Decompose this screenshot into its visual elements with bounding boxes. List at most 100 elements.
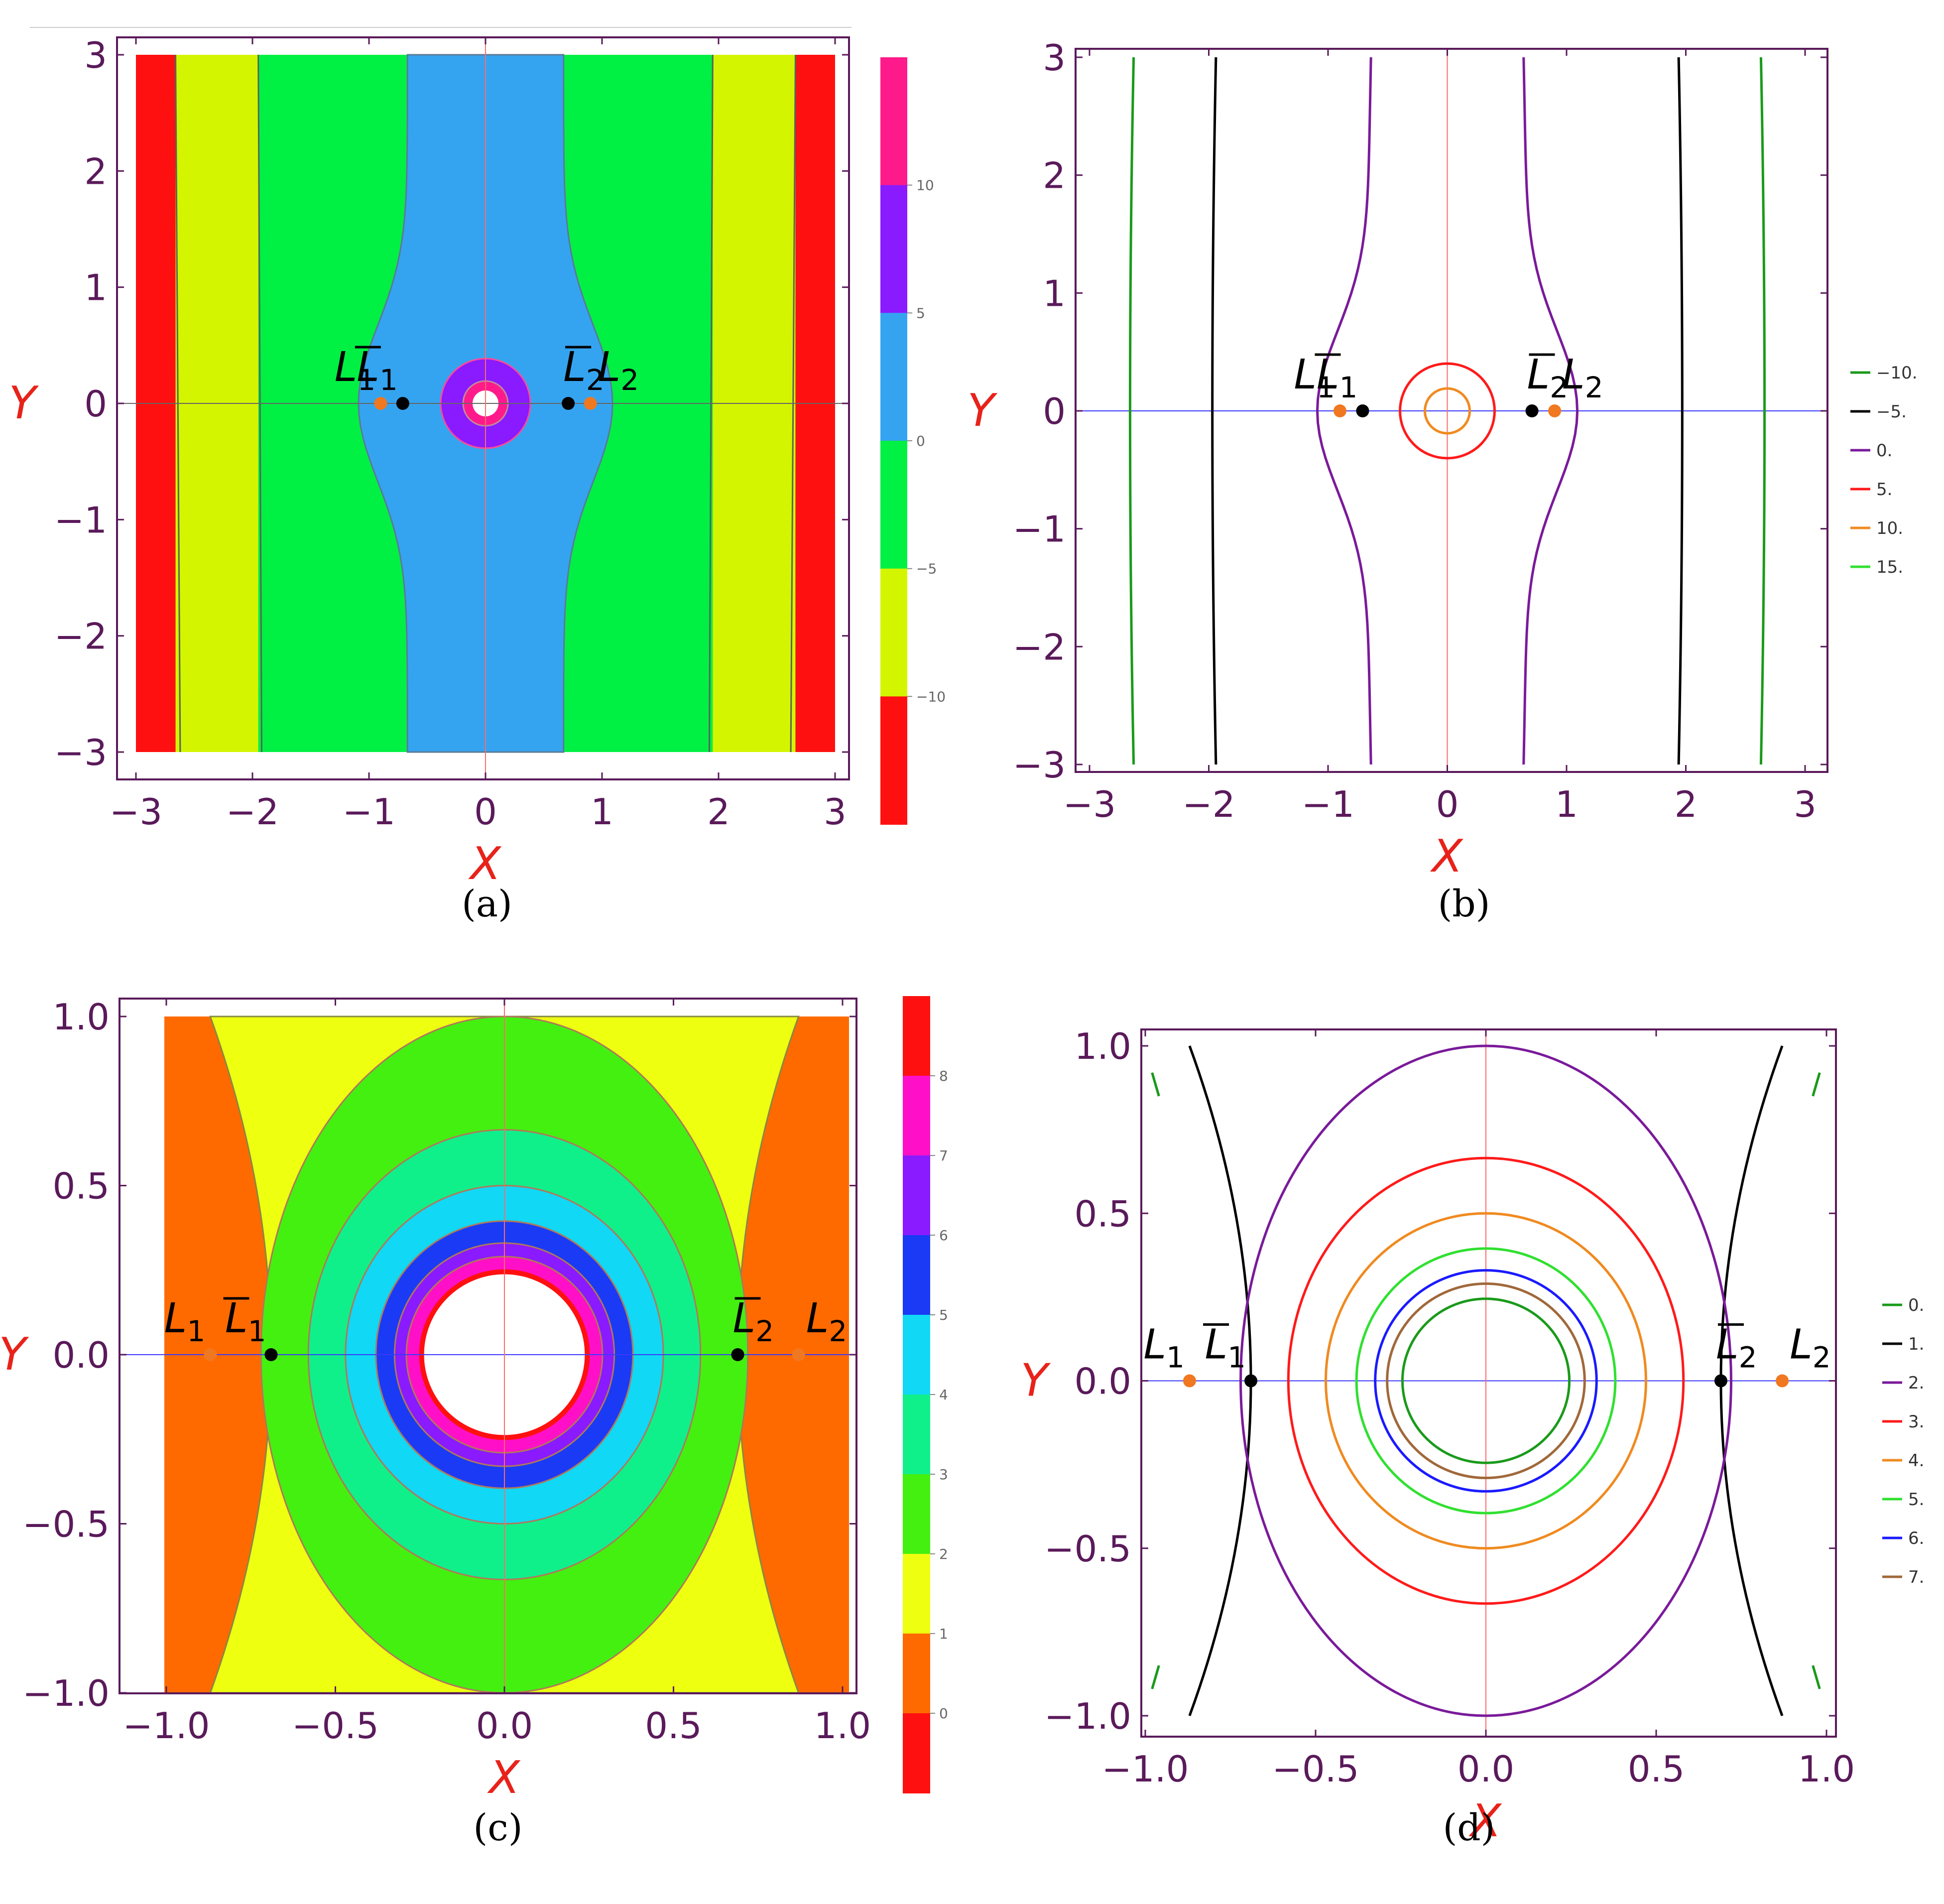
x-tick-label: −1.0 [123,1705,210,1747]
colorbar-segment [880,313,907,441]
colorbar-tick-label: 3 [939,1466,948,1483]
lagrange-letter: L [563,344,586,391]
lagrange-point [1714,1374,1727,1388]
lagrange-subscript: 1 [1166,1341,1185,1375]
colorbar-tick-label: −10 [916,688,946,705]
x-tick-label: 1 [1555,783,1578,825]
lagrange-letter: L [164,1295,187,1342]
contour-minus5 [1211,57,1217,765]
colorbar-segment [880,185,907,314]
lagrange-subscript: 1 [187,1314,205,1348]
x-tick-label: 0.5 [1628,1748,1685,1790]
colorbar-segment [880,441,907,569]
lagrange-label: L2 [1716,1321,1757,1375]
lagrange-label: L2 [598,344,639,397]
lagrange-label: L1 [225,1295,266,1348]
lagrange-label: L1 [335,344,376,397]
lagrange-subscript: 1 [1317,371,1335,404]
x-tick-label: 0.0 [1458,1748,1515,1790]
lagrange-letter: L [335,344,358,391]
plot-frame [116,36,850,780]
contour-3 [1287,1156,1685,1605]
contour-0 [1812,1072,1821,1097]
lagrange-label: L2 [733,1295,774,1348]
x-tick-label: 1.0 [814,1705,871,1747]
legend-label: 7. [1908,1567,1924,1587]
lagrange-subscript: 2 [620,363,639,397]
y-tick-label: −3 [54,732,107,773]
y-tick-label: 2 [1043,155,1066,197]
y-tick-label: 0.5 [52,1165,110,1207]
lagrange-label: L1 [1205,1321,1246,1375]
lagrange-subscript: 2 [1585,371,1603,404]
y-axis-label: Y [968,384,998,437]
colorbar-tick-label: 2 [939,1546,948,1562]
lagrange-point [264,1348,278,1361]
legend: 0. 1. 2. 3. 4. 5. 6. 7. [1882,1295,1924,1587]
legend-label: 5. [1876,480,1892,500]
lagrange-subscript: 1 [379,363,398,397]
contour-5 [1399,362,1496,460]
lagrange-point [1356,404,1369,417]
lagrange-letter: L [1790,1321,1813,1369]
legend-label: 1. [1908,1334,1924,1354]
y-tick-label: 0.0 [1074,1361,1131,1402]
colorbar-segment [880,568,907,697]
legend-label: 5. [1908,1490,1924,1510]
contour-4 [1325,1212,1647,1550]
colorbar-tick-label: −5 [916,561,937,577]
x-tick-label: 0 [474,791,497,833]
contour-0 [1812,1665,1821,1689]
lagrange-point [562,397,575,410]
colorbar-tick-label: 0 [939,1705,948,1722]
legend-label: 10. [1876,518,1903,538]
plot-area [1076,49,1827,772]
y-tick-label: 0 [1043,390,1066,432]
lagrange-label: L1 [1317,351,1358,404]
colorbar-tick-label: 10 [916,177,934,194]
legend-label: 3. [1908,1412,1924,1432]
x-tick-label: 0.0 [476,1705,533,1747]
lagrange-label: L2 [806,1295,848,1348]
x-tick-label: −1 [1302,783,1354,825]
contour-2 [1239,1044,1732,1717]
y-tick-label: 3 [84,34,107,76]
lagrange-point [731,1348,744,1361]
lagrange-subscript: 2 [586,363,605,397]
lagrange-letter: L [1294,351,1317,398]
contour-0 [1151,1072,1160,1097]
lagrange-label: L2 [1790,1321,1831,1375]
contour-minus5 [1677,57,1684,765]
y-tick-label: 0 [84,383,107,425]
lagrange-point [374,397,387,410]
legend: −10. −5. 0. 5. 10. 15. [1850,363,1918,577]
y-tick-label: −1.0 [1044,1695,1131,1737]
y-tick-label: −0.5 [1044,1528,1131,1570]
lagrange-label: L2 [1527,351,1569,404]
legend-label: 2. [1908,1373,1924,1393]
colorbar-segment [903,1713,930,1793]
x-tick-label: −0.5 [1272,1748,1359,1790]
lagrange-letter: L [357,344,379,391]
y-tick-label: 3 [1043,37,1066,79]
lagrange-point [792,1348,805,1361]
x-tick-label: −3 [110,791,162,833]
colorbar-segment [903,1474,930,1554]
x-axis-label: X [468,838,502,890]
x-tick-label: −2 [226,791,279,833]
lagrange-point [396,397,409,410]
lagrange-label: L2 [563,344,605,397]
x-tick-label: 2 [707,791,730,833]
y-tick-label: 0.5 [1074,1193,1131,1235]
y-tick-label: −1 [1013,508,1066,550]
lagrange-label: L1 [1143,1321,1185,1375]
x-tick-label: 1 [591,791,613,833]
contour-0 [1316,57,1372,765]
lagrange-letter: L [806,1295,829,1342]
lagrange-label: L1 [164,1295,206,1348]
lagrange-letter: L [1317,351,1339,398]
colorbar-segment [880,57,907,186]
colorbar-tick-label: 5 [939,1307,948,1323]
